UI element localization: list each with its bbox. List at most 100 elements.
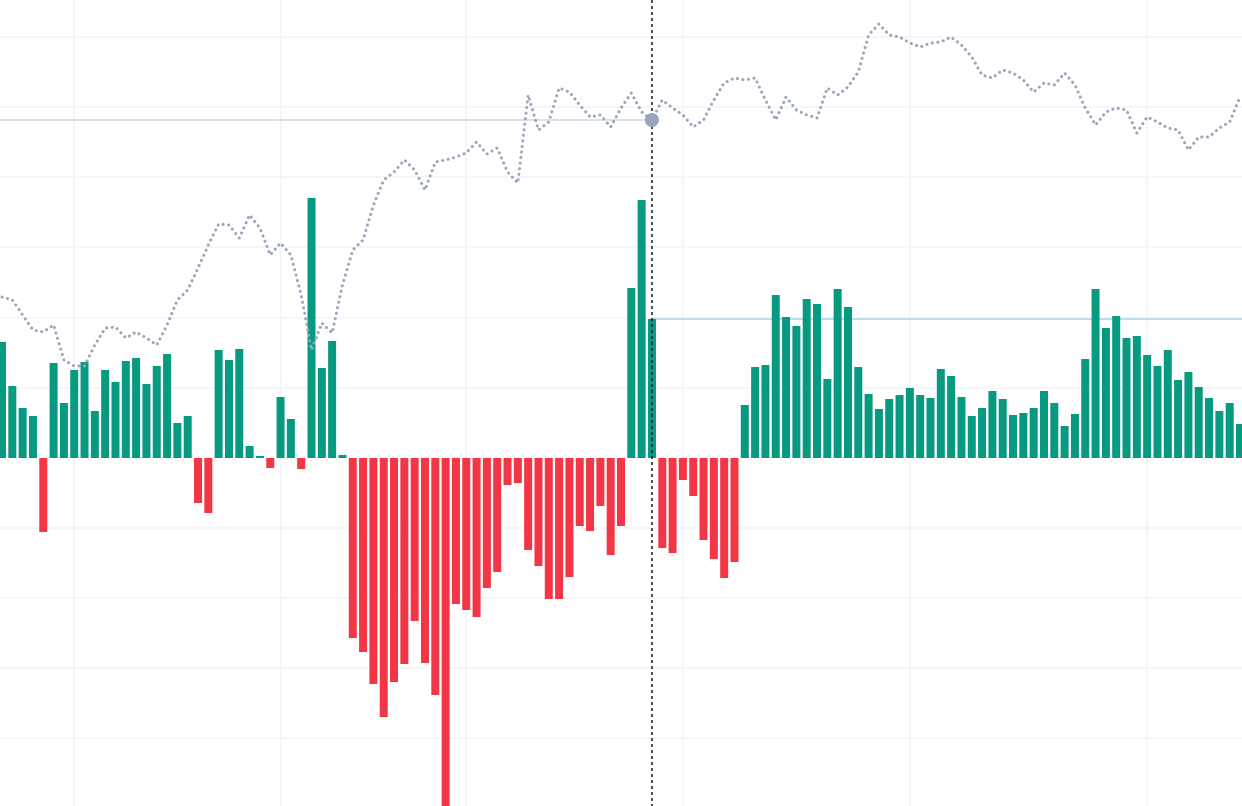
- histogram-bar: [1081, 359, 1090, 458]
- histogram-bar: [885, 399, 894, 458]
- histogram-bar: [359, 458, 368, 652]
- histogram-bar: [90, 411, 99, 458]
- histogram-bar: [905, 388, 914, 458]
- histogram-bar: [926, 398, 935, 458]
- price-line: [0, 22, 1242, 368]
- histogram-bar: [967, 416, 976, 458]
- histogram-bar: [864, 394, 873, 458]
- histogram-bar: [1205, 398, 1214, 458]
- histogram-bar: [142, 384, 151, 458]
- histogram-bar: [761, 365, 770, 458]
- histogram-bar: [1101, 328, 1110, 458]
- histogram-bar: [843, 307, 852, 458]
- histogram-bar: [627, 288, 636, 458]
- histogram-bar: [462, 458, 471, 610]
- histogram-bar: [730, 458, 739, 562]
- histogram-bar: [245, 446, 254, 458]
- histogram-bar: [978, 408, 987, 458]
- histogram-bar: [255, 456, 264, 458]
- histogram-bar: [1050, 403, 1059, 458]
- histogram-bar: [1060, 426, 1069, 458]
- histogram-bar: [70, 370, 79, 458]
- histogram-bar: [1225, 403, 1234, 458]
- histogram-bar: [668, 458, 677, 553]
- histogram-bar: [183, 416, 192, 458]
- histogram-bar: [771, 295, 780, 458]
- histogram-bar: [101, 370, 110, 458]
- histogram-bar: [451, 458, 460, 604]
- histogram-bar: [895, 395, 904, 458]
- histogram-bar: [647, 319, 656, 458]
- histogram-bar: [936, 369, 945, 458]
- histogram-bar: [204, 458, 213, 513]
- crosshair-dot: [644, 113, 659, 127]
- histogram-bar: [689, 458, 698, 496]
- histogram-bar: [410, 458, 419, 621]
- histogram-bar: [792, 326, 801, 458]
- histogram-bar: [833, 289, 842, 458]
- histogram-bar: [441, 458, 450, 806]
- histogram-bar: [28, 416, 37, 458]
- histogram-bar: [132, 358, 141, 458]
- histogram-bar: [555, 458, 564, 599]
- histogram-bar: [637, 200, 646, 458]
- histogram-bar: [534, 458, 543, 566]
- histogram-bar: [472, 458, 481, 617]
- histogram-bar: [524, 458, 533, 550]
- histogram-bar: [111, 382, 120, 458]
- histogram-bar: [1009, 415, 1018, 458]
- histogram-bar: [1039, 391, 1048, 458]
- histogram-bar: [513, 458, 522, 483]
- histogram-bar: [121, 361, 130, 458]
- histogram-bar: [1215, 411, 1224, 458]
- histogram-bar: [596, 458, 605, 506]
- histogram-bar: [957, 397, 966, 458]
- histogram-bar: [0, 342, 6, 458]
- histogram-bar: [39, 458, 48, 532]
- histogram-bar: [1184, 372, 1193, 458]
- histogram-bar: [699, 458, 708, 540]
- histogram-bar: [802, 299, 811, 458]
- histogram-bar: [400, 458, 409, 664]
- histogram-bar: [493, 458, 502, 572]
- histogram-bar: [317, 368, 326, 458]
- histogram-bar: [606, 458, 615, 555]
- histogram-bar: [813, 304, 822, 458]
- histogram-bar: [266, 458, 275, 468]
- histogram-bar: [297, 458, 306, 469]
- histogram-bar: [482, 458, 491, 588]
- histogram-bar: [235, 349, 244, 458]
- histogram-bar: [348, 458, 357, 638]
- histogram-bar: [998, 399, 1007, 458]
- histogram-bar: [1029, 408, 1038, 458]
- histogram-bar: [224, 360, 233, 458]
- histogram-bar: [379, 458, 388, 717]
- histogram-bar: [286, 419, 295, 458]
- histogram-bar: [390, 458, 399, 682]
- histogram-bar: [617, 458, 625, 526]
- histogram-bar: [1163, 350, 1172, 458]
- histogram-bar: [173, 423, 182, 458]
- histogram-bar: [544, 458, 553, 599]
- histogram-bar: [431, 458, 440, 695]
- histogram-bar: [1143, 355, 1152, 458]
- histogram-bar: [854, 367, 863, 458]
- histogram-bar: [709, 458, 718, 559]
- histogram-bar: [823, 379, 832, 458]
- histogram-bar: [916, 395, 925, 458]
- histogram-bar: [874, 409, 883, 458]
- histogram-bar: [328, 341, 337, 458]
- histogram-bar: [1070, 414, 1079, 458]
- histogram-bar: [369, 458, 378, 684]
- histogram-bar: [59, 403, 68, 458]
- histogram-bar: [163, 354, 172, 458]
- histogram-bar: [575, 458, 584, 526]
- histogram-bar: [276, 397, 285, 458]
- histogram-bar: [1091, 289, 1100, 458]
- histogram-bar: [1153, 366, 1162, 458]
- histogram-bar: [1132, 336, 1141, 458]
- histogram-bar: [1174, 380, 1183, 458]
- histogram-bar: [420, 458, 429, 663]
- histogram-bar: [80, 362, 89, 458]
